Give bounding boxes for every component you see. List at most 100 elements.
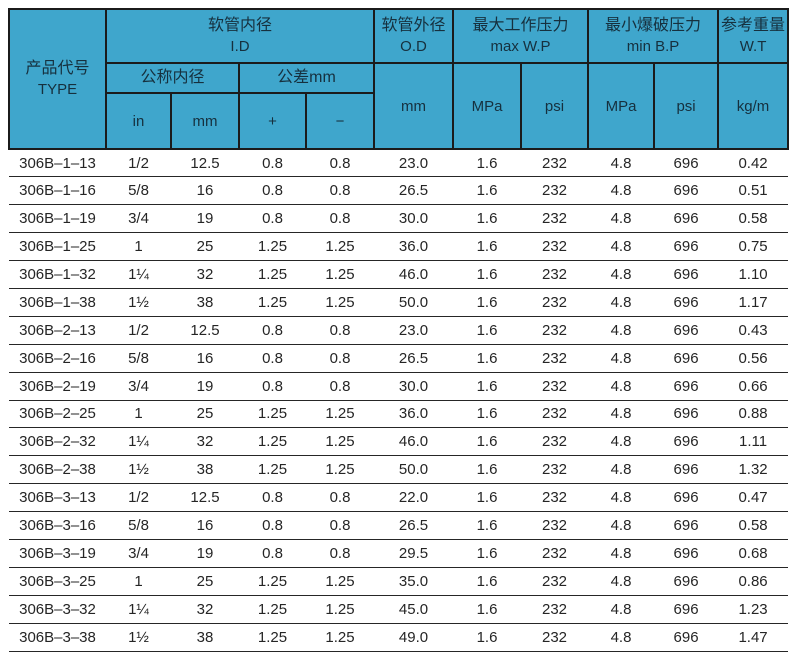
value-cell: 12.5 <box>171 149 239 178</box>
value-cell: 1.6 <box>453 623 522 652</box>
value-cell: 1.25 <box>239 232 306 262</box>
value-cell: 696 <box>654 316 719 345</box>
col-header-maxwp-psi: psi <box>520 62 590 150</box>
value-cell: 23.0 <box>374 149 454 178</box>
value-cell: 696 <box>654 204 719 234</box>
value-cell: 0.88 <box>718 400 789 429</box>
value-cell: 696 <box>654 539 719 568</box>
value-cell: 696 <box>654 595 719 624</box>
value-cell: 4.8 <box>588 400 655 429</box>
value-cell: 12.5 <box>171 316 239 345</box>
value-cell: 1.6 <box>453 539 522 568</box>
value-cell: 1.25 <box>239 288 306 317</box>
value-cell: 0.8 <box>239 316 306 345</box>
value-cell: 38 <box>171 288 239 317</box>
value-cell: 46.0 <box>374 427 454 457</box>
value-cell: 1.25 <box>306 400 375 429</box>
value-cell: 1.6 <box>453 260 522 289</box>
value-cell: 1.6 <box>453 400 522 429</box>
value-cell: 0.8 <box>239 204 306 234</box>
col-header-wt-unit: kg/m <box>717 62 790 150</box>
value-cell: 1.6 <box>453 511 522 540</box>
col-header-id-group: 软管内径 I.D <box>104 8 376 64</box>
value-cell: 1.6 <box>453 567 522 596</box>
product-code-cell: 306B–1–19 <box>9 204 106 234</box>
value-cell: 19 <box>171 539 239 568</box>
value-cell: 19 <box>171 372 239 401</box>
value-cell: 16 <box>171 344 239 373</box>
value-cell: 0.8 <box>239 483 306 513</box>
value-cell: 26.5 <box>374 176 454 206</box>
value-cell: 0.8 <box>306 149 375 178</box>
table-row: 306B–2–25 1 25 1.25 1.25 36.0 1.6 232 4.8 696 0.88 <box>9 400 789 429</box>
minbp-label-cn: 最小爆破压力 <box>605 17 702 35</box>
value-cell: 0.8 <box>306 372 375 401</box>
value-cell: 45.0 <box>374 595 454 624</box>
value-cell: 5/8 <box>106 344 171 373</box>
value-cell: 0.8 <box>306 344 375 373</box>
value-cell: 1/2 <box>106 316 171 345</box>
value-cell: 232 <box>521 539 589 568</box>
value-cell: 5/8 <box>106 511 171 540</box>
value-cell: 1.6 <box>453 149 522 178</box>
table-row: 306B–2–16 5/8 16 0.8 0.8 26.5 1.6 232 4.8 696 0.56 <box>9 344 789 373</box>
value-cell: 1.25 <box>306 232 375 262</box>
value-cell: 1.32 <box>718 455 789 485</box>
value-cell: 4.8 <box>588 372 655 401</box>
value-cell: 1.6 <box>453 427 522 457</box>
value-cell: 4.8 <box>588 204 655 234</box>
table-header: 产品代号 TYPE 软管内径 I.D 软管外径 O.D 最大工作压力 max W… <box>8 8 790 150</box>
product-code-cell: 306B–2–19 <box>9 372 106 401</box>
table-row: 306B–3–25 1 25 1.25 1.25 35.0 1.6 232 4.8 696 0.86 <box>9 567 789 596</box>
value-cell: 22.0 <box>374 483 454 513</box>
value-cell: 4.8 <box>588 316 655 345</box>
table-row: 306B–1–16 5/8 16 0.8 0.8 26.5 1.6 232 4.8 696 0.51 <box>9 176 789 206</box>
value-cell: 696 <box>654 288 719 317</box>
value-cell: 0.75 <box>718 232 789 262</box>
value-cell: 696 <box>654 149 719 178</box>
table-row: 306B–2–32 1¼ 32 1.25 1.25 46.0 1.6 232 4.8 696 1.1… <box>9 427 789 457</box>
value-cell: 0.86 <box>718 567 789 596</box>
value-cell: 4.8 <box>588 539 655 568</box>
value-cell: 25 <box>171 232 239 262</box>
value-cell: 232 <box>521 176 589 206</box>
product-code-cell: 306B–1–38 <box>9 288 106 317</box>
value-cell: 46.0 <box>374 260 454 289</box>
value-cell: 1.25 <box>239 260 306 289</box>
table-row: 306B–3–16 5/8 16 0.8 0.8 26.5 1.6 232 4.8 696 0.58 <box>9 511 789 540</box>
value-cell: 16 <box>171 511 239 540</box>
product-code-cell: 306B–2–38 <box>9 455 106 485</box>
value-cell: 1.47 <box>718 623 789 652</box>
value-cell: 232 <box>521 344 589 373</box>
value-cell: 1.25 <box>239 455 306 485</box>
value-cell: 232 <box>521 483 589 513</box>
value-cell: 232 <box>521 316 589 345</box>
value-cell: 1½ <box>106 455 171 485</box>
value-cell: 1.25 <box>239 623 306 652</box>
value-cell: 1.10 <box>718 260 789 289</box>
value-cell: 1.25 <box>306 260 375 289</box>
value-cell: 0.42 <box>718 149 789 178</box>
value-cell: 1.25 <box>306 595 375 624</box>
col-header-nominal-id: 公称内径 <box>105 62 240 94</box>
value-cell: 50.0 <box>374 288 454 317</box>
col-header-in: in <box>105 92 172 150</box>
product-code-cell: 306B–3–32 <box>9 595 106 624</box>
value-cell: 25 <box>171 400 239 429</box>
table-row: 306B–3–13 1/2 12.5 0.8 0.8 22.0 1.6 232 4.8 696 0.… <box>9 483 789 513</box>
value-cell: 38 <box>171 455 239 485</box>
col-header-type: 产品代号 TYPE <box>8 8 107 150</box>
value-cell: 696 <box>654 260 719 289</box>
value-cell: 23.0 <box>374 316 454 345</box>
table-row: 306B–3–38 1½ 38 1.25 1.25 49.0 1.6 232 4.8 696 1.4… <box>9 623 789 652</box>
value-cell: 0.8 <box>306 511 375 540</box>
value-cell: 232 <box>521 455 589 485</box>
value-cell: 4.8 <box>588 483 655 513</box>
value-cell: 1.6 <box>453 372 522 401</box>
value-cell: 4.8 <box>588 455 655 485</box>
type-label-en: TYPE <box>37 81 78 99</box>
value-cell: 4.8 <box>588 511 655 540</box>
value-cell: 232 <box>521 595 589 624</box>
col-header-maxwp-group: 最大工作压力 max W.P <box>452 8 590 64</box>
